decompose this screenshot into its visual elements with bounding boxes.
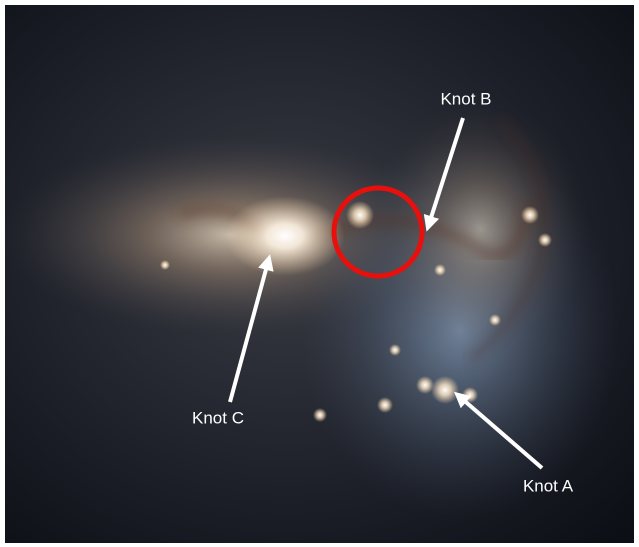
annotation-label: Knot A bbox=[523, 476, 574, 495]
annotation-label: Knot C bbox=[192, 408, 244, 427]
annotated-galaxy-image: Knot B Knot C Knot A bbox=[0, 0, 639, 547]
page: Knot B Knot C Knot A (() => { const data… bbox=[0, 0, 639, 547]
annotation-label: Knot B bbox=[440, 89, 491, 108]
